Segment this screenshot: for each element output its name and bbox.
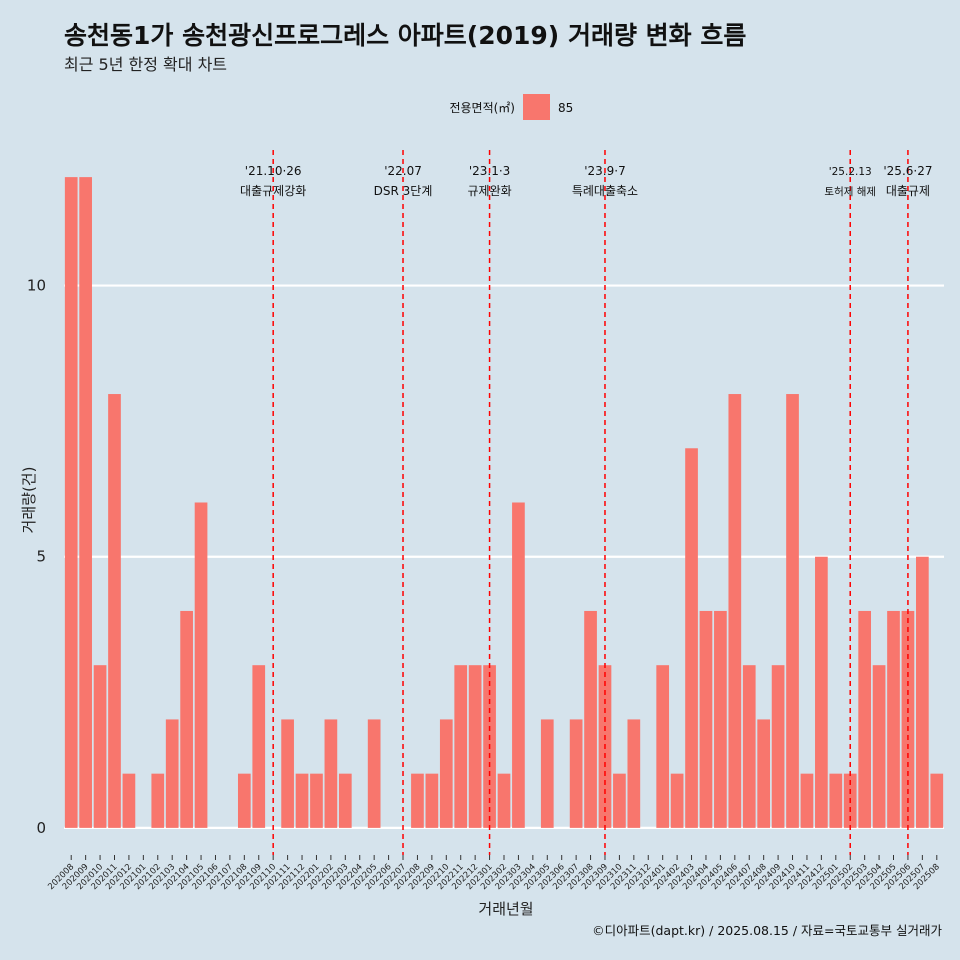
bar-202105	[194, 502, 208, 828]
event-annotations: '21.10·26 대출규제강화 '22.07 DSR 3단계 '23.1·3 규제완화 '…	[240, 164, 932, 198]
bar-202011	[108, 394, 121, 828]
event-annotation-text: '22.07	[384, 164, 422, 178]
caption: ©디아파트(dapt.kr) / 2025.08.15 / 자료=국토교통부 실…	[592, 923, 942, 938]
legend-title: 전용면적(㎡)	[449, 101, 515, 115]
bar-202012	[122, 773, 136, 828]
event-annotation-text: '23.1·3	[469, 164, 510, 178]
event-annotation-text: '21.10·26	[245, 164, 302, 178]
bar-202507	[916, 556, 929, 828]
bar-202302	[497, 773, 511, 828]
bar-202505	[887, 610, 900, 828]
bar-202303	[512, 502, 525, 828]
bar-202411	[800, 773, 814, 828]
bar-202209	[425, 773, 439, 828]
bar-202205	[367, 719, 381, 828]
event-annotation-text: 특례대출축소	[572, 184, 638, 198]
bar-202203	[338, 773, 352, 828]
event-annotation-text: 대출규제강화	[240, 184, 306, 198]
event-annotation-text: 규제완화	[467, 184, 511, 198]
bar-202410	[786, 394, 799, 828]
bar-202406	[728, 394, 742, 828]
bar-202501	[829, 773, 843, 828]
bar-202403	[685, 448, 698, 828]
legend-key-85	[523, 94, 550, 120]
bar-202212	[468, 665, 482, 828]
bar-202211	[454, 665, 468, 828]
bars	[64, 177, 944, 828]
bar-202504	[872, 665, 886, 828]
x-axis-title: 거래년월	[478, 900, 533, 918]
bar-202102	[151, 773, 165, 828]
bar-202208	[411, 773, 424, 828]
bar-202405	[714, 610, 727, 828]
bar-202210	[439, 719, 453, 828]
event-annotation-text: 토허제 해제	[824, 185, 876, 198]
legend: 전용면적(㎡) 85	[449, 94, 573, 120]
event-lines	[272, 150, 909, 855]
chart-subtitle: 최근 5년 한정 확대 차트	[64, 55, 227, 74]
bar-202307	[569, 719, 583, 828]
event-annotation-text: 대출규제	[886, 184, 930, 198]
bar-202308	[584, 610, 597, 828]
bar-202103	[165, 719, 179, 828]
bar-202401	[656, 665, 670, 828]
bar-202407	[742, 665, 756, 828]
bar-202503	[858, 610, 872, 828]
legend-label-85: 85	[558, 101, 573, 115]
bar-202311	[627, 719, 641, 828]
bar-202010	[93, 665, 107, 828]
y-tick-label: 10	[27, 277, 46, 295]
event-annotation-text: '25.6·27	[883, 164, 932, 178]
bar-202202	[324, 719, 338, 828]
event-annotation-text: '23.9·7	[584, 164, 625, 178]
bar-202404	[699, 610, 713, 828]
y-tick-label: 5	[36, 548, 46, 566]
bar-202305	[540, 719, 554, 828]
bar-202412	[815, 556, 828, 828]
bar-202508	[930, 773, 944, 828]
x-axis: 2020082020092020102020112020122021012021…	[46, 855, 942, 892]
bar-202409	[771, 665, 785, 828]
y-tick-label: 0	[36, 819, 46, 837]
bar-202109	[252, 665, 266, 828]
chart-title: 송천동1가 송천광신프로그레스 아파트(2019) 거래량 변화 흐름	[64, 21, 746, 50]
bar-202111	[281, 719, 294, 828]
bar-202201	[310, 773, 323, 828]
event-annotation-text: DSR 3단계	[374, 184, 433, 198]
bar-202408	[757, 719, 771, 828]
bar-202104	[180, 610, 193, 828]
bar-202310	[613, 773, 626, 828]
bar-202402	[670, 773, 684, 828]
bar-202112	[295, 773, 309, 828]
y-axis: 0 5 10	[27, 277, 46, 837]
bar-202108	[237, 773, 251, 828]
bar-202008	[64, 177, 78, 828]
y-axis-title: 거래량(건)	[20, 467, 38, 534]
bar-202009	[79, 177, 92, 828]
event-annotation-text: '25.2.13	[829, 166, 872, 178]
